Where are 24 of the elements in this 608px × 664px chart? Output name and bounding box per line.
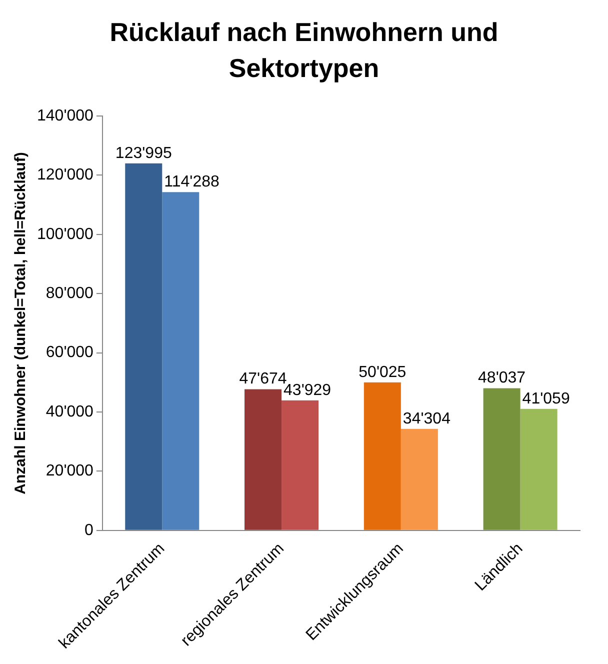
bar: [282, 400, 319, 530]
data-label: 34'304: [402, 410, 451, 428]
y-tick-label: 60'000: [46, 344, 94, 362]
y-tick-label: 100'000: [36, 226, 94, 243]
bar: [244, 389, 282, 530]
bar: [162, 192, 200, 530]
y-tick-label: 80'000: [46, 285, 94, 302]
bar: [520, 408, 558, 530]
bar: [483, 388, 520, 530]
y-tick-label: 40'000: [46, 403, 94, 420]
y-tick-label: 0: [84, 522, 94, 539]
data-label: 41'059: [522, 390, 570, 408]
y-tick-label: 120'000: [36, 166, 94, 184]
chart-title: Rücklauf nach Einwohnern und Sektortypen: [108, 16, 500, 85]
y-tick-label: 20'000: [46, 462, 94, 480]
data-label: 50'025: [358, 364, 406, 381]
bar: [400, 428, 438, 530]
data-label: 114'288: [164, 174, 220, 191]
bar: [364, 382, 401, 530]
y-axis-title: Anzahl Einwohner (dunkel=Total, hell=Rücklauf): [12, 152, 30, 494]
y-tick-label: 140'000: [36, 107, 94, 124]
data-label: 48'037: [478, 370, 526, 387]
data-label: 123'995: [115, 144, 172, 162]
bar: [125, 163, 162, 530]
